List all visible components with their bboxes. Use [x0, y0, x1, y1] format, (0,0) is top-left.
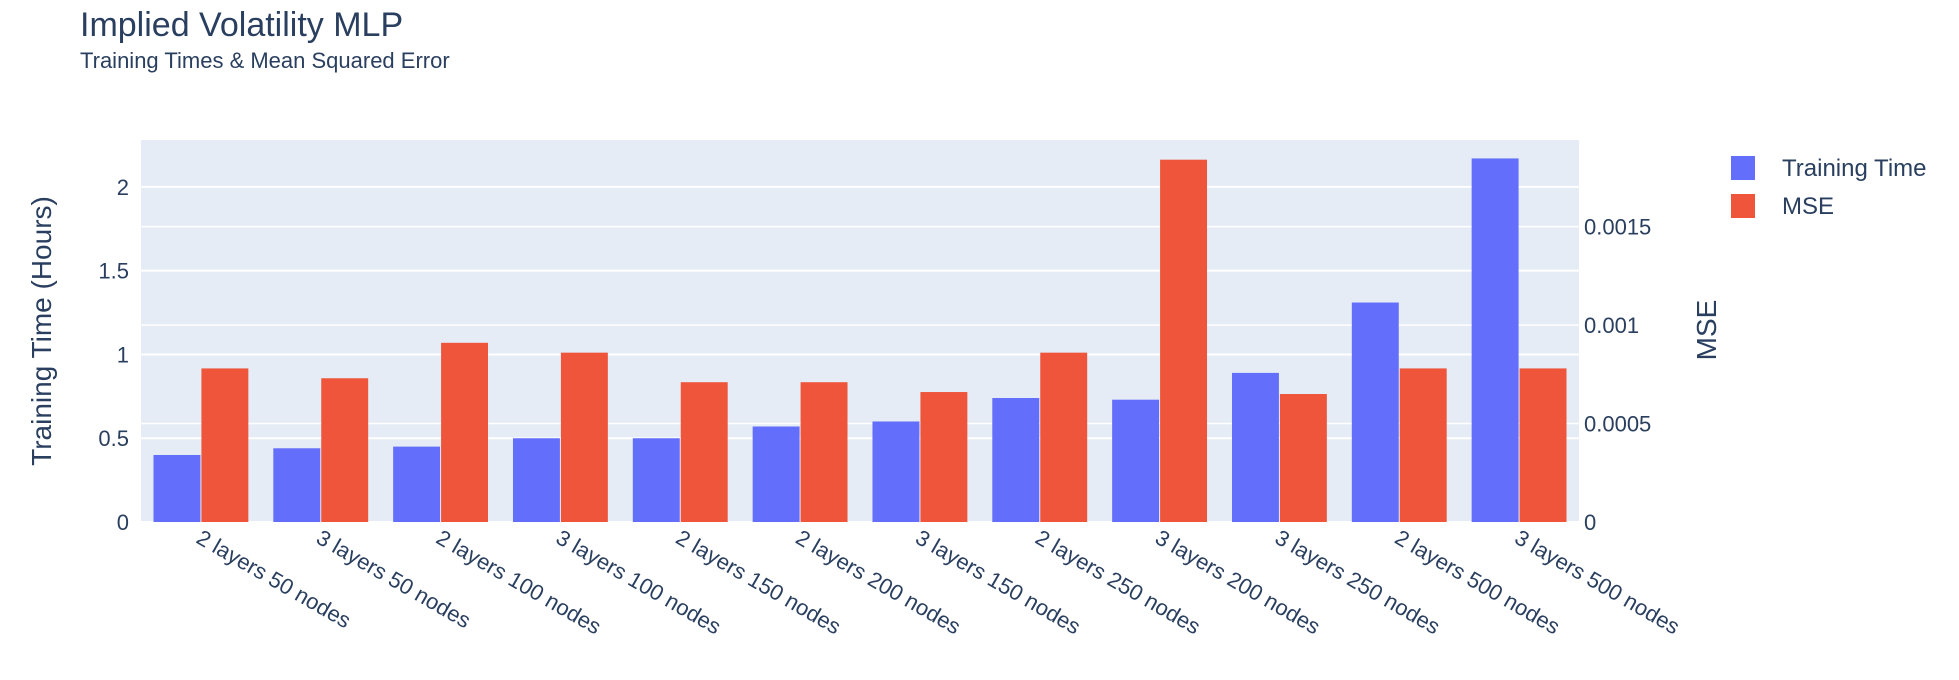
y-tick-label: 1.5 [98, 259, 129, 284]
y2-axis-title: MSE [1691, 300, 1722, 361]
bar-mse[interactable] [1399, 368, 1447, 522]
grid-lines [141, 185, 1579, 523]
bar-mse[interactable] [1160, 159, 1208, 522]
bar-mse[interactable] [1279, 394, 1327, 522]
y-tick-label: 2 [117, 175, 129, 200]
bar-mse[interactable] [201, 368, 249, 522]
y2-tick-label: 0 [1584, 510, 1596, 535]
bar-training-time[interactable] [1471, 158, 1519, 523]
bars [153, 158, 1567, 523]
y-axis-title: Training Time (Hours) [26, 196, 57, 466]
bar-mse[interactable] [560, 352, 608, 522]
y-tick-label: 1 [117, 342, 129, 367]
legend-label: MSE [1782, 193, 1834, 220]
chart-title: Implied Volatility MLP [80, 6, 404, 44]
bar-training-time[interactable] [752, 426, 800, 523]
bar-mse[interactable] [680, 382, 728, 522]
bar-mse[interactable] [1519, 368, 1567, 522]
bar-mse[interactable] [920, 392, 968, 522]
y-tick-label: 0.5 [98, 426, 129, 451]
plot-background [141, 140, 1579, 522]
legend-swatch [1731, 156, 1755, 180]
bar-training-time[interactable] [273, 448, 321, 522]
bar-training-time[interactable] [632, 438, 680, 522]
y2-tick-label: 0.001 [1584, 313, 1639, 338]
bar-mse[interactable] [800, 382, 848, 522]
legend-label: Training Time [1782, 155, 1927, 182]
y-tick-label: 0 [117, 510, 129, 535]
y2-tick-label: 0.0015 [1584, 215, 1651, 240]
bar-mse[interactable] [441, 342, 489, 522]
legend-swatch [1731, 194, 1755, 218]
bar-training-time[interactable] [393, 446, 441, 522]
y-axis-ticks: 0 0.5 1 1.5 2 [98, 175, 129, 535]
y2-axis-ticks: 0 0.0005 0.001 0.0015 [1584, 215, 1651, 535]
bar-training-time[interactable] [1231, 372, 1279, 522]
y2-tick-label: 0.0005 [1584, 412, 1651, 437]
bar-training-time[interactable] [512, 438, 560, 522]
bar-mse[interactable] [1040, 352, 1088, 522]
legend[interactable]: Training Time MSE [1731, 155, 1927, 220]
bar-mse[interactable] [321, 378, 369, 522]
bar-training-time[interactable] [992, 398, 1040, 522]
bar-training-time[interactable] [1112, 399, 1160, 522]
bar-training-time[interactable] [1351, 302, 1399, 522]
bar-training-time[interactable] [153, 454, 201, 522]
bar-training-time[interactable] [872, 421, 920, 522]
chart-subtitle: Training Times & Mean Squared Error [80, 48, 450, 73]
